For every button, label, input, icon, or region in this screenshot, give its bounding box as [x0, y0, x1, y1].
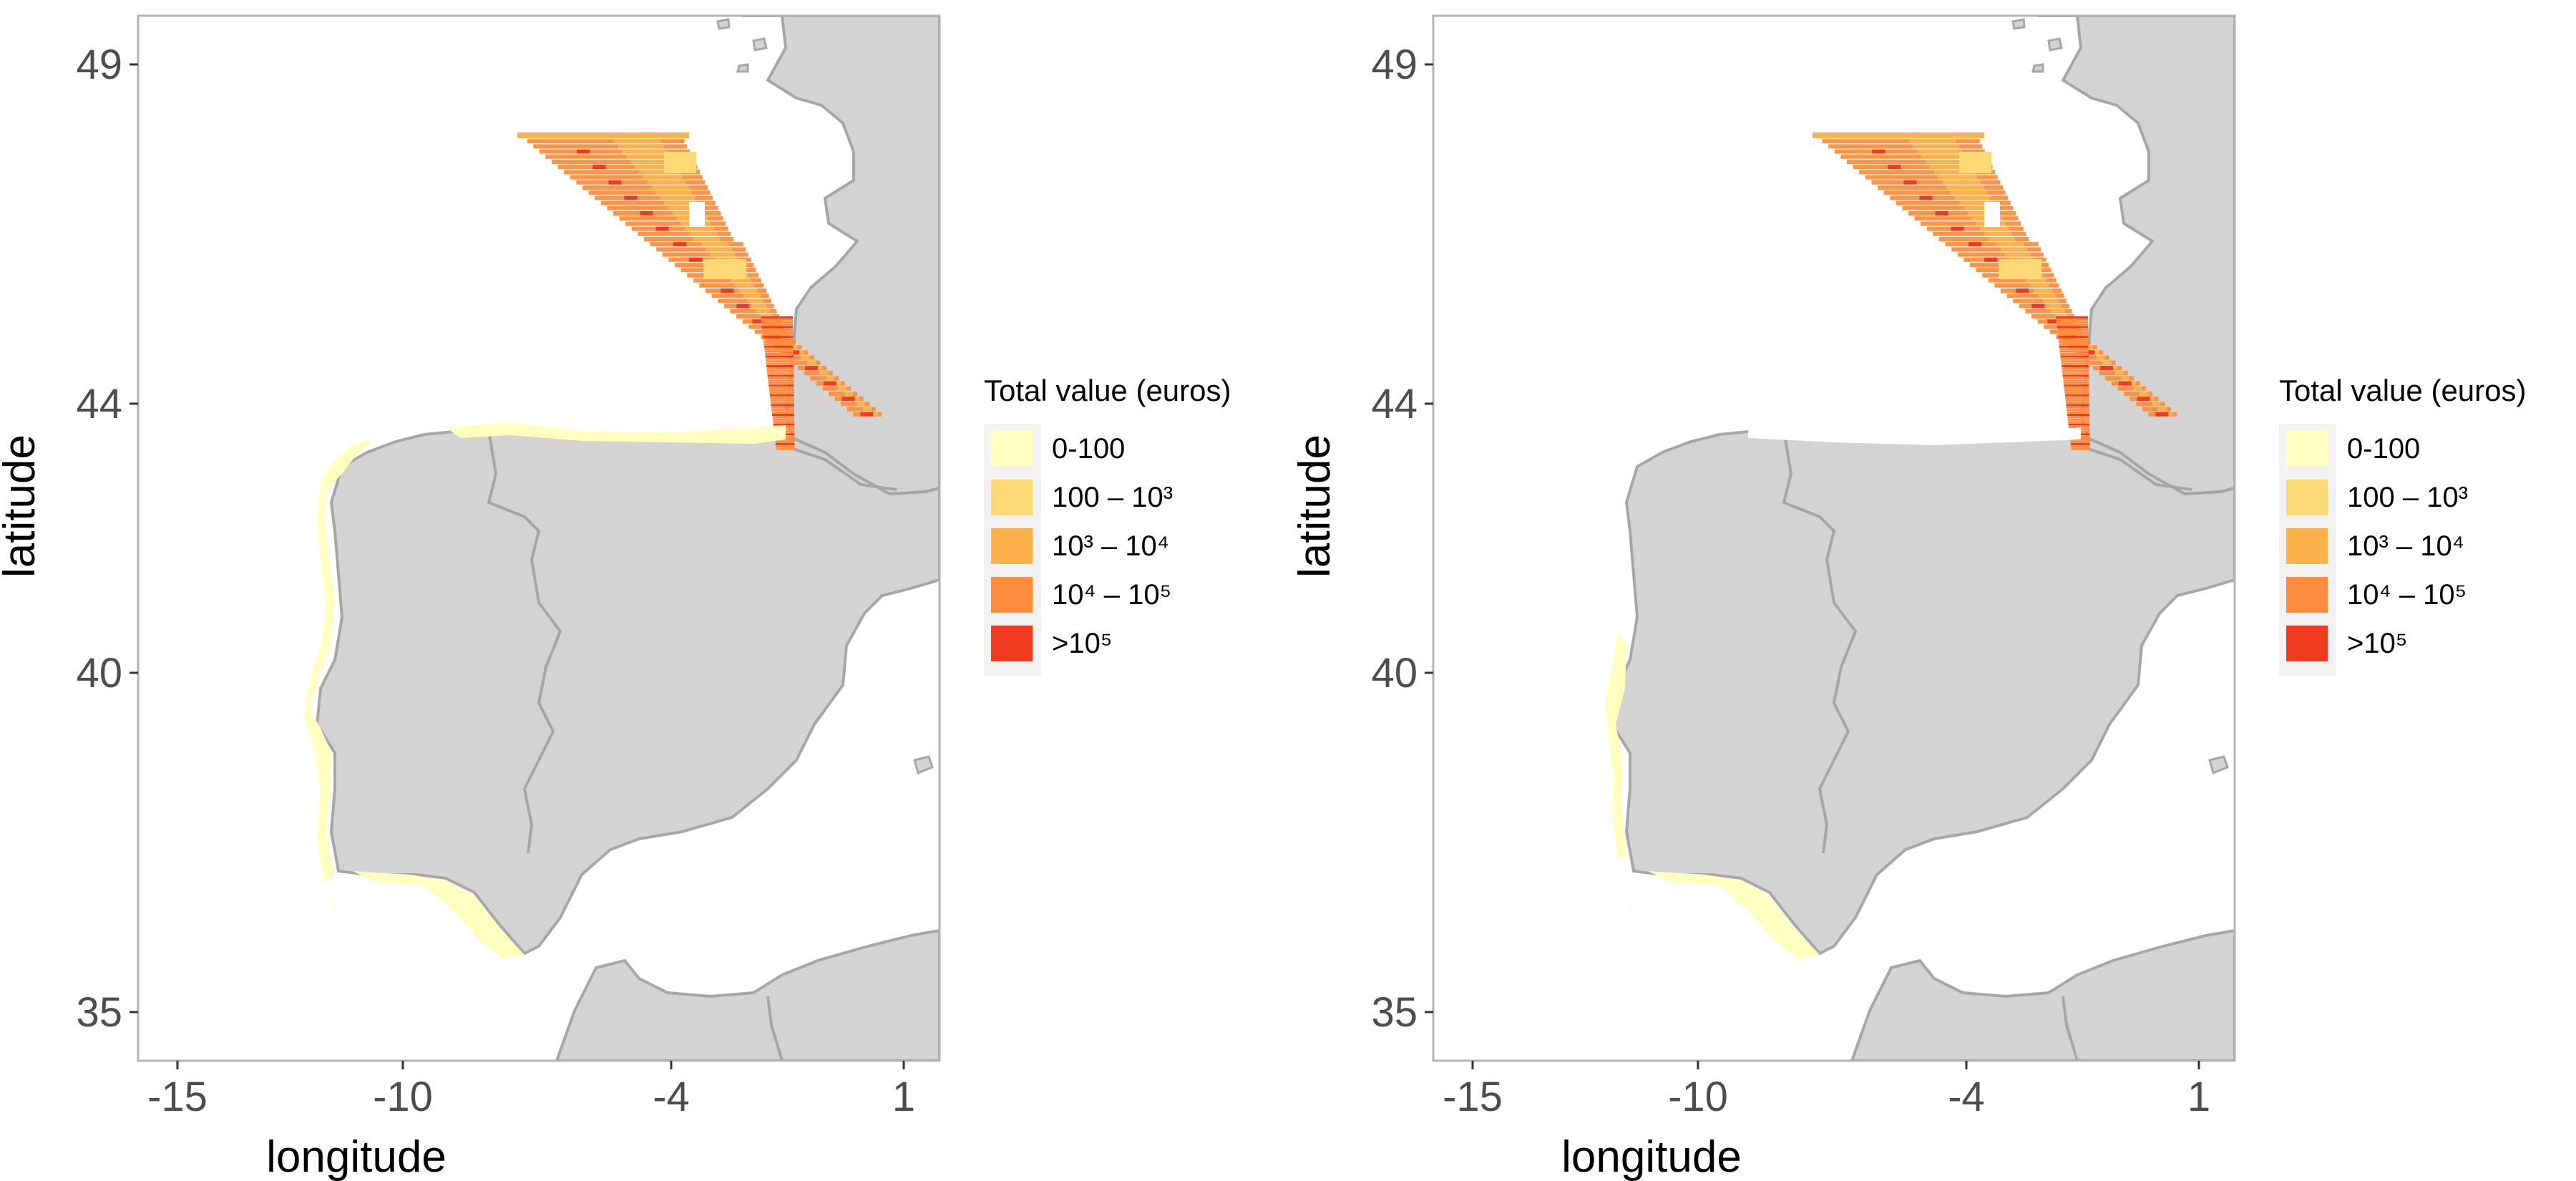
legend: Total value (euros) 0-100 100 – 10³ 10³ – 1… — [2279, 374, 2527, 676]
y-tick-label: 44 — [1371, 381, 1418, 427]
legend-swatch — [2286, 626, 2328, 661]
legend-label: 0-100 — [2347, 433, 2420, 465]
x-tick-label: -15 — [1443, 1074, 1503, 1120]
legend-label: >10⁵ — [2347, 628, 2407, 659]
legend-swatch — [991, 431, 1033, 467]
panel-border — [1432, 14, 2236, 1062]
legend-label: 0-100 — [1052, 433, 1125, 465]
legend-label: 100 – 10³ — [2347, 482, 2468, 513]
legend-label: 100 – 10³ — [1052, 482, 1173, 513]
x-tick-label: 1 — [892, 1074, 915, 1120]
x-axis-title: longitude — [266, 1132, 447, 1181]
y-tick-label: 40 — [76, 650, 122, 696]
legend-swatch — [991, 626, 1033, 661]
legend-title: Total value (euros) — [984, 374, 1231, 407]
x-tick-label: -10 — [1668, 1074, 1728, 1120]
panel-border — [137, 14, 941, 1062]
legend-swatch — [991, 528, 1033, 564]
iberian-coastal-zone — [304, 422, 786, 959]
x-tick-label: 1 — [2187, 1074, 2210, 1120]
y-tick-label: 35 — [76, 989, 122, 1036]
legend-swatch — [991, 480, 1033, 515]
biscay-fishing-zone — [517, 132, 882, 450]
y-tick-label: 49 — [1371, 42, 1418, 88]
iberian-coastal-zone — [1605, 427, 2081, 959]
legend-swatch — [2286, 577, 2328, 613]
map-panel-left: -15 -10 -4 1 49 44 40 35 longitude latitude — [0, 14, 941, 1181]
x-tick-label: -4 — [653, 1074, 690, 1120]
legend-title: Total value (euros) — [2279, 374, 2527, 407]
legend-label: 10⁴ – 10⁵ — [2347, 579, 2467, 611]
legend-label: >10⁵ — [1052, 628, 1112, 659]
x-tick-label: -4 — [1948, 1074, 1985, 1120]
y-tick-label: 35 — [1371, 989, 1418, 1036]
x-tick-label: -10 — [373, 1074, 433, 1120]
x-axis-title: longitude — [1561, 1132, 1742, 1181]
legend: Total value (euros) 0-100 100 – 10³ 10³ – 1… — [984, 374, 1231, 676]
y-axis-title: latitude — [0, 434, 44, 578]
map-panel-right: -15 -10 -4 1 49 44 40 35 longitude latitude — [1290, 14, 2236, 1181]
legend-label: 10³ – 10⁴ — [1052, 530, 1169, 562]
x-tick-label: -15 — [147, 1074, 208, 1120]
legend-swatch — [2286, 480, 2328, 515]
y-tick-label: 49 — [76, 42, 122, 88]
legend-label: 10⁴ – 10⁵ — [1052, 579, 1171, 611]
y-axis-title: latitude — [1290, 434, 1340, 578]
legend-label: 10³ – 10⁴ — [2347, 530, 2464, 562]
legend-swatch — [991, 577, 1033, 613]
y-tick-label: 40 — [1371, 650, 1418, 696]
legend-swatch — [2286, 528, 2328, 564]
y-tick-label: 44 — [76, 381, 122, 427]
legend-swatch — [2286, 431, 2328, 467]
